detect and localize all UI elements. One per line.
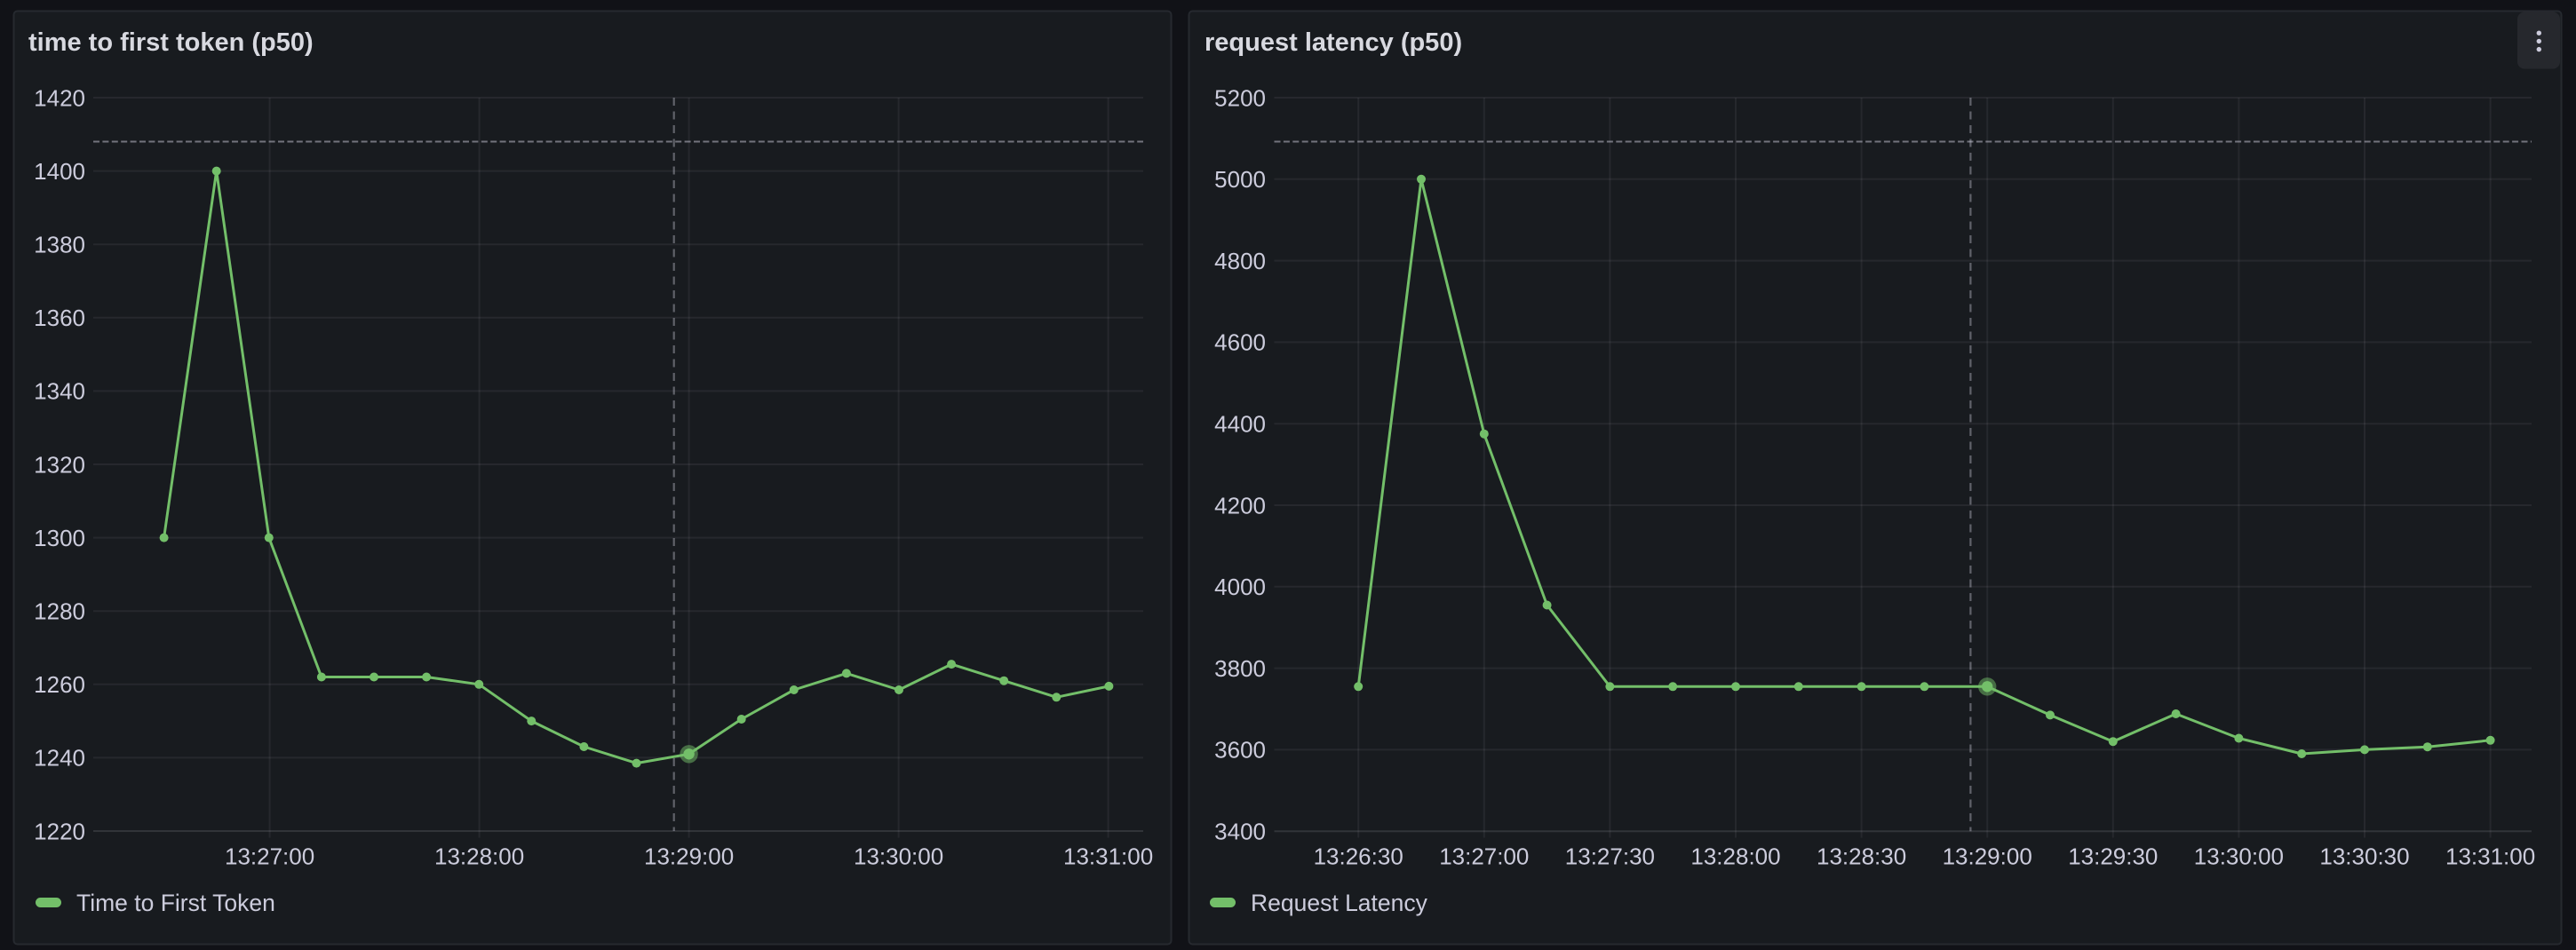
svg-text:13:27:00: 13:27:00 [225, 843, 314, 870]
svg-text:1240: 1240 [34, 745, 85, 772]
svg-text:13:30:00: 13:30:00 [2194, 843, 2284, 870]
svg-text:1360: 1360 [34, 305, 85, 331]
svg-text:13:28:30: 13:28:30 [1817, 843, 1906, 870]
svg-text:1260: 1260 [34, 671, 85, 698]
svg-text:5000: 5000 [1214, 166, 1266, 193]
svg-text:13:29:00: 13:29:00 [644, 843, 734, 870]
svg-text:13:27:00: 13:27:00 [1439, 843, 1529, 870]
svg-text:1300: 1300 [34, 525, 85, 551]
svg-text:1400: 1400 [34, 158, 85, 185]
svg-text:3800: 3800 [1214, 655, 1266, 682]
svg-text:13:30:30: 13:30:30 [2319, 843, 2409, 870]
svg-text:time to first token (p50): time to first token (p50) [28, 28, 314, 57]
svg-text:Time to First Token: Time to First Token [76, 890, 275, 916]
svg-text:1420: 1420 [34, 84, 85, 111]
svg-text:13:28:00: 13:28:00 [434, 843, 524, 870]
svg-text:4200: 4200 [1214, 492, 1266, 519]
svg-text:13:31:00: 13:31:00 [2445, 843, 2535, 870]
svg-text:1340: 1340 [34, 378, 85, 405]
svg-text:4800: 4800 [1214, 248, 1266, 274]
svg-text:1280: 1280 [34, 598, 85, 625]
svg-text:4600: 4600 [1214, 329, 1266, 356]
svg-text:4400: 4400 [1214, 411, 1266, 438]
svg-text:request latency (p50): request latency (p50) [1205, 28, 1462, 57]
svg-text:13:29:30: 13:29:30 [2068, 843, 2158, 870]
svg-text:1220: 1220 [34, 818, 85, 844]
svg-text:13:28:00: 13:28:00 [1690, 843, 1780, 870]
svg-text:3600: 3600 [1214, 737, 1266, 764]
svg-text:13:31:00: 13:31:00 [1063, 843, 1153, 870]
svg-text:1380: 1380 [34, 232, 85, 258]
svg-text:5200: 5200 [1214, 84, 1266, 111]
svg-text:4000: 4000 [1214, 574, 1266, 600]
svg-text:13:29:00: 13:29:00 [1943, 843, 2032, 870]
svg-text:Request Latency: Request Latency [1251, 890, 1428, 916]
svg-text:3400: 3400 [1214, 819, 1266, 845]
svg-text:13:30:00: 13:30:00 [854, 843, 943, 870]
svg-text:13:26:30: 13:26:30 [1314, 843, 1403, 870]
svg-text:1320: 1320 [34, 451, 85, 478]
svg-text:13:27:30: 13:27:30 [1565, 843, 1655, 870]
